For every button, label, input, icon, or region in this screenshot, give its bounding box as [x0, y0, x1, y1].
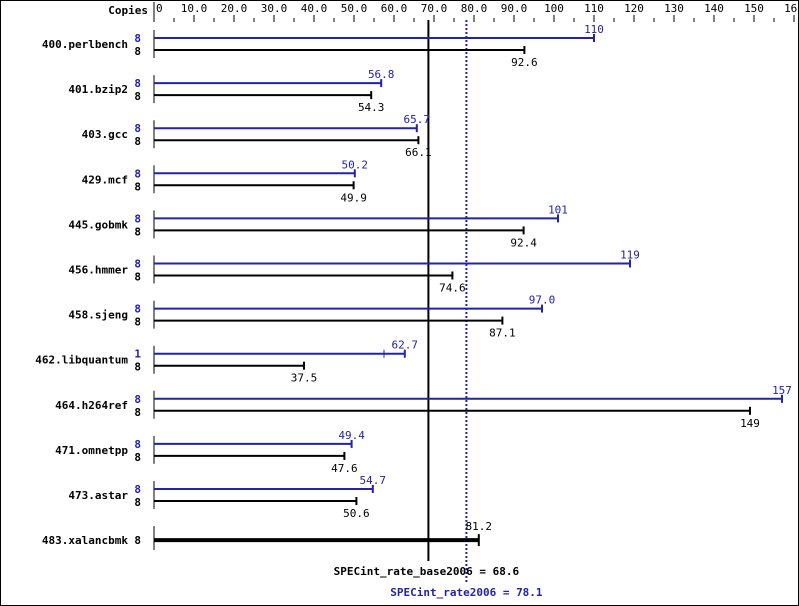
x-tick-label: 30.0 [261, 2, 288, 15]
peak-reference-label: SPECint_rate2006 = 78.1 [390, 586, 543, 599]
peak-value-label: 62.7 [392, 339, 419, 352]
base-copies: 8 [134, 451, 141, 464]
x-tick-label: 100 [544, 2, 564, 15]
base-reference-label: SPECint_rate_base2006 = 68.6 [334, 565, 520, 578]
benchmark-label: 483.xalancbmk [42, 534, 128, 547]
base-value-label: 50.6 [343, 507, 370, 520]
x-tick-label: 90.0 [501, 2, 528, 15]
peak-copies: 8 [134, 483, 141, 496]
peak-copies: 8 [134, 32, 141, 45]
base-copies: 8 [134, 135, 141, 148]
x-tick-label: 0 [156, 2, 163, 15]
x-tick-label: 10.0 [181, 2, 208, 15]
x-tick-label: 60.0 [381, 2, 408, 15]
base-copies: 8 [134, 406, 141, 419]
peak-copies: 8 [134, 258, 141, 271]
base-copies: 8 [134, 180, 141, 193]
peak-value-label: 119 [620, 249, 640, 262]
base-value-label: 92.4 [510, 236, 537, 249]
benchmark-label: 400.perlbench [42, 38, 128, 51]
base-value-label: 54.3 [358, 101, 385, 114]
base-copies: 8 [134, 534, 141, 547]
peak-copies: 8 [134, 167, 141, 180]
x-tick-label: 80.0 [461, 2, 488, 15]
base-value-label: 87.1 [489, 327, 516, 340]
base-copies: 8 [134, 271, 141, 284]
x-tick-label: 140 [704, 2, 724, 15]
peak-value-label: 56.8 [368, 68, 395, 81]
peak-copies: 8 [134, 212, 141, 225]
peak-copies: 8 [134, 438, 141, 451]
benchmark-label: 445.gobmk [68, 218, 128, 231]
base-value-label: 47.6 [331, 462, 358, 475]
peak-copies: 1 [134, 348, 141, 361]
axis-header: Copies [108, 4, 148, 17]
benchmark-label: 462.libquantum [35, 354, 128, 367]
base-copies: 8 [134, 90, 141, 103]
benchmark-label: 429.mcf [82, 173, 128, 186]
benchmark-label: 403.gcc [82, 128, 128, 141]
base-value-label: 81.2 [466, 520, 493, 533]
x-tick-label: 150 [744, 2, 764, 15]
peak-value-label: 101 [548, 203, 568, 216]
base-copies: 8 [134, 225, 141, 238]
peak-copies: 8 [134, 122, 141, 135]
base-copies: 8 [134, 316, 141, 329]
benchmark-label: 464.h264ref [55, 399, 128, 412]
x-tick-label: 20.0 [221, 2, 248, 15]
base-value-label: 66.1 [405, 146, 432, 159]
x-tick-label: 70.0 [421, 2, 448, 15]
x-tick-label: 40.0 [301, 2, 328, 15]
x-tick-label: 130 [664, 2, 684, 15]
peak-value-label: 97.0 [529, 294, 556, 307]
benchmark-label: 458.sjeng [68, 309, 128, 322]
x-tick-label: 160 [784, 2, 799, 15]
peak-value-label: 65.7 [404, 113, 431, 126]
base-value-label: 74.6 [439, 282, 466, 295]
x-tick-label: 120 [624, 2, 644, 15]
peak-copies: 8 [134, 393, 141, 406]
benchmark-label: 471.omnetpp [55, 444, 128, 457]
base-copies: 8 [134, 361, 141, 374]
peak-value-label: 50.2 [342, 158, 369, 171]
base-copies: 8 [134, 45, 141, 58]
peak-value-label: 110 [584, 23, 604, 36]
x-tick-label: 50.0 [341, 2, 368, 15]
base-value-label: 92.6 [511, 56, 538, 69]
base-value-label: 49.9 [340, 191, 367, 204]
base-value-label: 149 [740, 417, 760, 430]
peak-copies: 8 [134, 77, 141, 90]
x-tick-label: 110 [584, 2, 604, 15]
peak-value-label: 54.7 [360, 474, 387, 487]
benchmark-label: 456.hmmer [68, 264, 128, 277]
peak-value-label: 49.4 [338, 429, 365, 442]
benchmark-label: 473.astar [68, 489, 128, 502]
benchmark-label: 401.bzip2 [68, 83, 128, 96]
peak-copies: 8 [134, 303, 141, 316]
base-value-label: 37.5 [291, 372, 318, 385]
base-copies: 8 [134, 496, 141, 509]
peak-value-label: 157 [772, 384, 792, 397]
